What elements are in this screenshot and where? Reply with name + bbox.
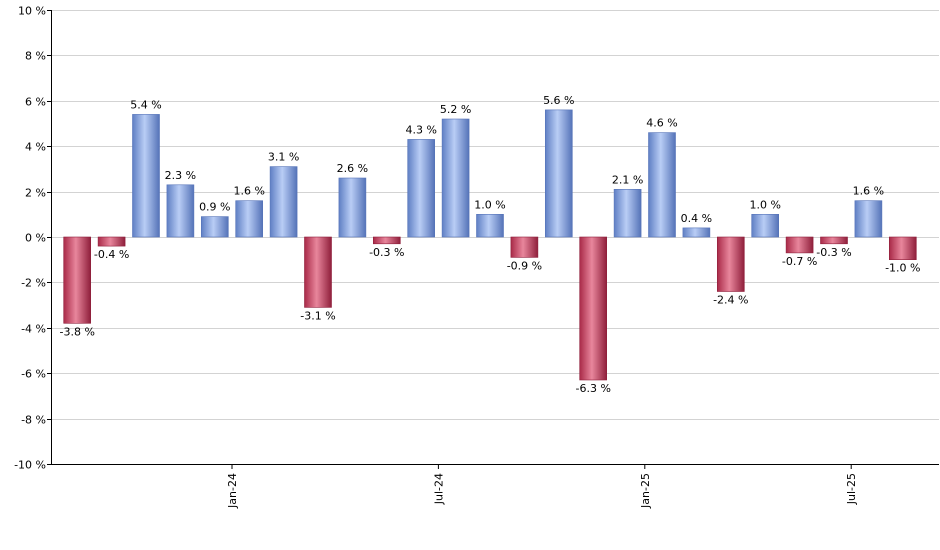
bar-data-label: 4.3 % <box>405 123 436 136</box>
bar <box>97 236 126 247</box>
bar-data-label: -0.7 % <box>782 255 817 268</box>
bar <box>854 200 883 238</box>
bar-data-label: 1.0 % <box>474 198 505 211</box>
bar-data-label: 2.6 % <box>337 162 368 175</box>
bar <box>579 236 608 381</box>
y-tick-label: 10 % <box>18 5 46 18</box>
bar <box>648 132 676 238</box>
y-axis: -10 % -8 % -6 % -4 % -2 % 0 % 2 % 4 % 6 % 8 % 10 % <box>14 5 52 472</box>
bar <box>132 114 160 238</box>
bar-data-label: -0.4 % <box>94 248 129 261</box>
bar-data-label: -0.3 % <box>816 246 851 259</box>
grid-layer <box>51 10 939 465</box>
bar-data-label: 0.9 % <box>199 201 230 214</box>
bar <box>269 166 298 238</box>
bar-data-label: -2.4 % <box>713 294 748 307</box>
bar-data-label: -3.1 % <box>300 309 335 322</box>
bar-data-label: 5.4 % <box>130 98 161 111</box>
bar <box>544 109 573 238</box>
y-tick-label: 8 % <box>25 50 46 63</box>
bar-data-label: 1.0 % <box>749 198 780 211</box>
bar-data-label: 1.6 % <box>853 185 884 198</box>
bar <box>304 236 332 308</box>
y-tick-label: 2 % <box>25 187 46 200</box>
bar-data-label: -0.3 % <box>369 246 404 259</box>
bar-data-label: 4.6 % <box>646 117 677 130</box>
bar <box>201 216 229 238</box>
bar <box>63 236 92 324</box>
bar <box>407 139 436 238</box>
bar <box>820 236 848 245</box>
bar-data-label: 0.4 % <box>681 212 712 225</box>
bar-data-label: -3.8 % <box>59 325 94 338</box>
bar <box>682 227 711 238</box>
bar-data-label: -1.0 % <box>885 262 920 275</box>
bar-data-label: 3.1 % <box>268 151 299 164</box>
bar <box>372 236 401 245</box>
bar-data-label: -6.3 % <box>575 382 610 395</box>
x-tick-label: Jul-25 <box>845 473 858 505</box>
bar-data-label: 5.6 % <box>543 94 574 107</box>
bar <box>476 214 504 238</box>
data-labels: -3.8 %-0.4 %5.4 %2.3 %0.9 %1.6 %3.1 %-3.… <box>59 94 920 395</box>
y-tick-label: 0 % <box>25 232 46 245</box>
x-axis: Jan-24 Jul-24 Jan-25 Jul-25 <box>51 464 939 509</box>
bar <box>510 236 539 258</box>
bar <box>785 236 814 254</box>
y-tick-label: -6 % <box>21 368 46 381</box>
y-tick-label: -2 % <box>21 277 46 290</box>
bar <box>441 118 470 238</box>
bars <box>63 109 917 381</box>
bar <box>716 236 745 292</box>
x-tick-label: Jul-24 <box>432 473 445 505</box>
bar-data-label: 2.3 % <box>165 169 196 182</box>
bar-data-label: 2.1 % <box>612 173 643 186</box>
bar <box>235 200 263 238</box>
x-tick-label: Jan-25 <box>639 473 652 509</box>
bar-data-label: 5.2 % <box>440 103 471 116</box>
y-tick-label: 6 % <box>25 96 46 109</box>
bar <box>751 214 780 238</box>
bar-data-label: -0.9 % <box>507 259 542 272</box>
y-tick-label: 4 % <box>25 141 46 154</box>
y-tick-label: -10 % <box>14 459 46 472</box>
bar <box>338 177 367 238</box>
bar-data-label: 1.6 % <box>233 185 264 198</box>
x-tick-label: Jan-24 <box>226 473 239 509</box>
bar <box>888 236 917 261</box>
bar <box>166 184 195 238</box>
y-tick-label: -4 % <box>21 323 46 336</box>
bar <box>613 189 642 238</box>
y-tick-label: -8 % <box>21 414 46 427</box>
